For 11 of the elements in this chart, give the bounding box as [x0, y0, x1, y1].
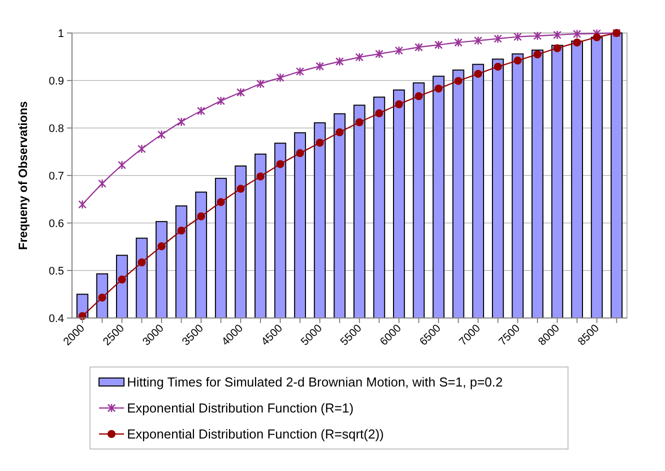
legend-label: Hitting Times for Simulated 2-d Brownian Motion, with S=1, p=0.2	[127, 374, 503, 390]
y-tick-label: 0.5	[48, 265, 64, 278]
legend-label: Exponential Distribution Function (R=1)	[127, 400, 354, 416]
y-tick-label: 0.7	[48, 170, 64, 182]
y-tick-label: 0.4	[48, 312, 64, 325]
legend-label: Exponential Distribution Function (R=sqrt(2))	[127, 426, 384, 442]
y-axis-title: Frequeny of Observations	[16, 100, 30, 250]
y-tick-label: 0.9	[48, 75, 64, 88]
y-tick-label: 1	[58, 28, 64, 40]
y-tick-label: 0.6	[48, 218, 64, 230]
y-tick-label: 0.8	[48, 122, 64, 135]
